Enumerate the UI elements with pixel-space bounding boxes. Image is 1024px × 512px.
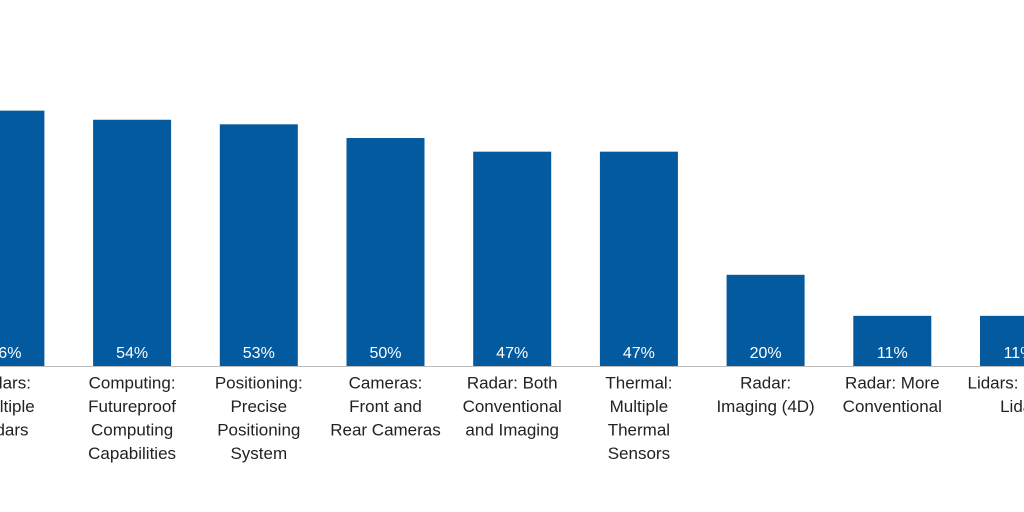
bar <box>93 119 172 366</box>
x-tick-label: Thermal: <box>605 373 672 392</box>
value-label: 56% <box>0 345 21 362</box>
value-label: 11% <box>877 345 908 362</box>
bar <box>0 110 45 366</box>
x-tick-label: and Imaging <box>465 420 559 439</box>
x-tick-label: Capabilities <box>88 444 176 463</box>
x-tick-label: Lidars: Single <box>967 373 1024 392</box>
x-tick-label: Computing: <box>89 373 176 392</box>
x-tick-label: Rear Cameras <box>330 420 441 439</box>
bar <box>346 138 425 366</box>
value-label: 54% <box>116 345 148 362</box>
value-label: 53% <box>243 345 275 362</box>
x-tick-label: Conventional <box>843 397 942 416</box>
bar <box>726 274 805 366</box>
bar <box>473 151 552 366</box>
x-tick-label: Sensors <box>608 444 670 463</box>
value-label: 50% <box>369 345 401 362</box>
x-tick-label: Lidars: <box>0 373 31 392</box>
x-tick-label: Futureproof <box>88 397 176 416</box>
value-label: 11% <box>1004 345 1024 362</box>
bar <box>980 315 1024 366</box>
x-tick-label: Positioning <box>217 420 300 439</box>
x-tick-label: System <box>230 444 287 463</box>
x-tick-label: Multiple <box>0 397 35 416</box>
x-tick-label: Cameras: <box>349 373 423 392</box>
x-tick-label: Precise <box>230 397 287 416</box>
x-tick-label: Conventional <box>463 397 562 416</box>
value-label: 47% <box>623 345 655 362</box>
x-tick-label: Thermal <box>608 420 670 439</box>
x-tick-label: Multiple <box>610 397 669 416</box>
x-tick-label: Computing <box>91 420 173 439</box>
x-tick-label: Lidar <box>1000 397 1024 416</box>
bar <box>599 151 678 366</box>
x-tick-label: Lidars <box>0 420 29 439</box>
x-tick-label: Radar: Both <box>467 373 558 392</box>
x-tick-label: Imaging (4D) <box>716 397 814 416</box>
x-tick-label: Radar: More <box>845 373 939 392</box>
x-tick-label: Radar: <box>740 373 791 392</box>
x-tick-label: Front and <box>349 397 422 416</box>
bar <box>853 315 932 366</box>
value-label: 20% <box>750 345 782 362</box>
x-tick-label: Positioning: <box>215 373 303 392</box>
bar <box>219 124 298 366</box>
value-label: 47% <box>496 345 528 362</box>
